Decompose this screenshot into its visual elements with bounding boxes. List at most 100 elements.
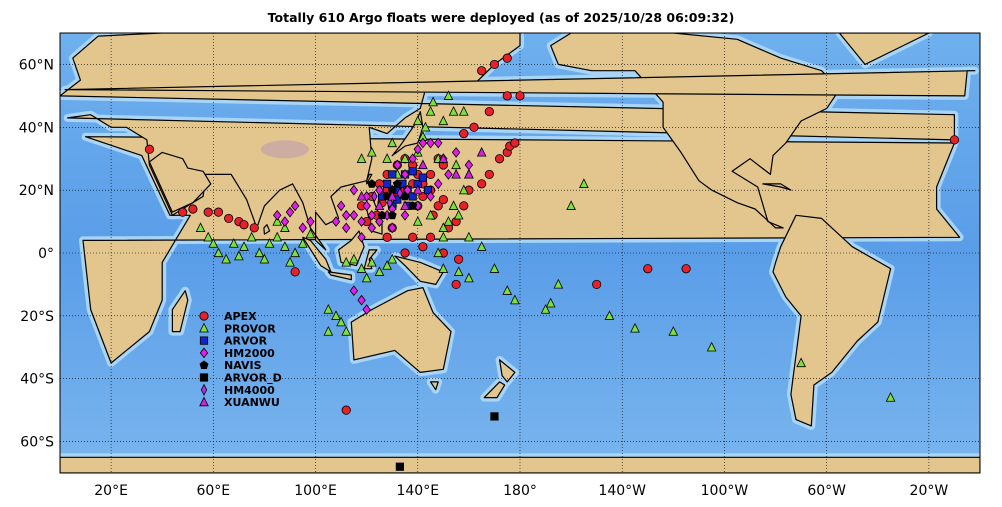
- float-marker-apex: [203, 207, 213, 217]
- float-marker-hm2000: [367, 222, 376, 234]
- float-marker-provor: [341, 256, 352, 267]
- float-marker-apex: [418, 242, 428, 252]
- float-marker-provor: [545, 297, 556, 308]
- float-marker-hm2000: [367, 209, 376, 221]
- float-marker-provor: [356, 263, 367, 273]
- tasmania-land: [430, 381, 439, 391]
- float-marker-provor: [540, 303, 551, 314]
- float-marker-provor: [420, 121, 431, 132]
- float-marker-apex: [213, 207, 224, 217]
- float-marker-provor: [356, 153, 367, 163]
- float-marker-hm2000: [434, 137, 443, 149]
- lon-tick-label: 140°W: [598, 483, 646, 499]
- float-marker-provor: [297, 237, 308, 248]
- float-marker-arvor: [423, 186, 433, 195]
- map-title: Totally 610 Argo floats were deployed (a…: [267, 10, 735, 25]
- float-marker-xuanwu: [412, 184, 423, 195]
- float-marker-provor: [630, 322, 640, 333]
- float-marker-hm2000: [342, 222, 351, 234]
- float-marker-provor: [464, 272, 474, 283]
- float-marker-apex: [224, 213, 234, 224]
- float-marker-provor: [412, 115, 423, 126]
- float-marker-provor: [451, 159, 461, 170]
- greenland-land: [838, 33, 930, 66]
- float-marker-provor: [280, 241, 290, 251]
- float-marker-apex: [494, 154, 505, 164]
- float-marker-navis: [367, 179, 377, 188]
- float-marker-provor: [453, 266, 464, 276]
- float-marker-provor: [438, 222, 449, 232]
- newguinea-land: [394, 255, 444, 285]
- float-marker-apex: [290, 267, 300, 277]
- lon-tick-label: 60°W: [807, 483, 846, 499]
- float-marker-hm2000: [342, 209, 351, 221]
- float-marker-hm2000: [273, 209, 282, 221]
- float-marker-provor: [566, 200, 576, 210]
- nz_n-land: [499, 359, 516, 383]
- float-marker-provor: [448, 105, 459, 116]
- lat-tick-label: 20°S: [20, 309, 54, 325]
- float-marker-hm2000: [388, 222, 397, 234]
- landmasses: [60, 33, 980, 473]
- float-marker-apex: [592, 279, 602, 290]
- srilanka-land: [263, 224, 271, 235]
- float-marker-apex: [188, 204, 198, 214]
- float-marker-provor: [382, 259, 392, 270]
- float-marker-provor: [374, 266, 385, 276]
- float-marker-hm2000: [426, 191, 435, 202]
- float-marker-hm2000: [400, 169, 410, 180]
- float-marker-provor: [254, 247, 265, 258]
- float-marker-provor: [489, 263, 500, 273]
- float-marker-provor: [885, 391, 896, 402]
- japan-land: [391, 110, 424, 157]
- float-marker-provor: [264, 237, 275, 248]
- taiwan-land: [366, 173, 373, 185]
- float-marker-hm2000: [400, 209, 410, 221]
- float-marker-hm2000: [426, 137, 435, 149]
- legend-label-navis: NAVIS: [224, 359, 262, 372]
- float-marker-hm2000: [413, 143, 422, 155]
- float-marker-provor: [228, 237, 239, 248]
- float-marker-arvor: [388, 170, 397, 179]
- float-marker-xuanwu: [387, 190, 398, 201]
- float-marker-provor: [579, 178, 589, 188]
- float-marker-provor: [476, 241, 487, 251]
- float-marker-apex: [510, 138, 520, 148]
- float-marker-hm2000: [434, 178, 443, 190]
- float-marker-apex: [459, 201, 469, 211]
- float-marker-provor: [464, 231, 474, 242]
- float-marker-apex: [502, 91, 512, 101]
- lat-tick-label: 40°N: [19, 120, 54, 136]
- float-marker-xuanwu: [356, 190, 367, 201]
- java-land: [327, 271, 352, 281]
- float-marker-provor: [604, 310, 615, 320]
- legend-marker-navis: [199, 360, 209, 370]
- float-marker-hm2000: [375, 216, 384, 227]
- float-marker-hm2000: [444, 169, 453, 180]
- float-marker-apex: [425, 232, 436, 242]
- australia-land: [350, 287, 452, 373]
- float-marker-provor: [323, 325, 334, 336]
- float-marker-provor: [366, 146, 377, 157]
- float-marker-provor: [221, 253, 231, 264]
- float-marker-hm2000: [298, 222, 307, 234]
- float-marker-provor: [668, 325, 679, 336]
- float-marker-apex: [484, 169, 494, 180]
- lat-tick-label: 0°: [38, 246, 54, 262]
- float-marker-provor: [425, 105, 436, 116]
- float-markers: [144, 53, 960, 471]
- legend-marker-provor: [199, 322, 209, 333]
- float-marker-xuanwu: [374, 200, 385, 210]
- float-marker-navis: [392, 179, 402, 188]
- legend-label-apex: APEX: [224, 310, 257, 323]
- lon-tick-label: 140°E: [396, 483, 439, 499]
- legend-marker-xuanwu: [199, 396, 209, 407]
- map-area: [60, 33, 980, 473]
- legend-marker-arvor_d: [199, 373, 209, 382]
- legend-marker-hm2000: [199, 347, 209, 359]
- cuba-land: [762, 183, 792, 191]
- axis-ticks: 20°E 60°E 100°E 140°E 180° 140°W 100°W 60°W 20°W…: [19, 57, 949, 499]
- legend-label-xuanwu: XUANWU: [224, 396, 280, 409]
- lat-tick-label: 60°S: [20, 435, 54, 451]
- float-marker-arvor: [408, 167, 417, 176]
